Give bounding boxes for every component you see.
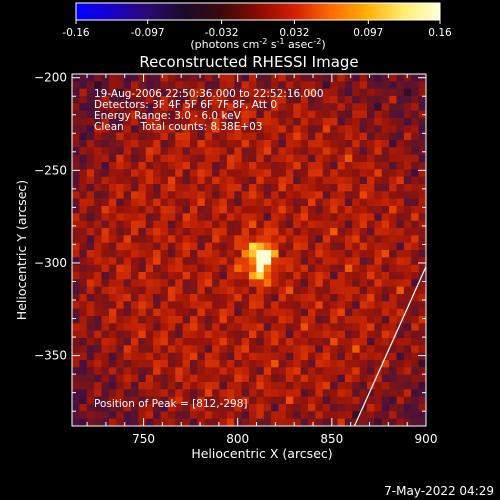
colorbar-tick-label: -0.032 (205, 27, 239, 39)
footer-date: 7-May-2022 04:29 (384, 484, 494, 498)
x-tick-label: 850 (320, 432, 343, 446)
colorbar-units: (photons cm-2 s-1 asec-2) (190, 37, 325, 51)
y-tick-label: −200 (34, 71, 67, 85)
colorbar-tick-label: 0.032 (279, 27, 309, 39)
y-tick-label: −300 (34, 256, 67, 270)
chart-title: Reconstructed RHESSI Image (139, 53, 358, 71)
y-tick-label: −250 (34, 163, 67, 177)
colorbar-tick-label: 0.16 (428, 27, 452, 39)
colorbar-tick-label: 0.097 (353, 27, 383, 39)
info-time-range: 19-Aug-2006 22:50:36.000 to 22:52:16.000 (94, 88, 324, 100)
x-tick-label: 900 (415, 432, 438, 446)
info-detectors: Detectors: 3F 4F 5F 6F 7F 8F, Att 0 (94, 99, 277, 111)
x-tick-label: 750 (132, 432, 155, 446)
axis-ticks: 750 800 850 900 −200 −250 −300 −350 (34, 71, 437, 446)
y-axis-label: Heliocentric Y (arcsec) (14, 180, 29, 320)
y-tick-label: −350 (34, 349, 67, 363)
peak-position-label: Position of Peak = [812,-298] (94, 398, 248, 410)
info-energy-range: Energy Range: 3.0 - 6.0 keV (94, 110, 242, 122)
solar-limb-line (353, 266, 426, 426)
colorbar (75, 2, 441, 21)
plot-frame (71, 73, 427, 427)
x-axis-label: Heliocentric X (arcsec) (191, 446, 332, 461)
info-clean-counts: Clean Total counts: 8.38E+03 (94, 121, 263, 133)
colorbar-ticks: -0.16 -0.097 -0.032 0.032 0.097 0.16 (62, 20, 452, 39)
heatmap-cells (72, 74, 426, 426)
colorbar-tick-label: -0.097 (131, 27, 165, 39)
x-tick-label: 800 (226, 432, 249, 446)
colorbar-tick-label: -0.16 (62, 27, 89, 39)
